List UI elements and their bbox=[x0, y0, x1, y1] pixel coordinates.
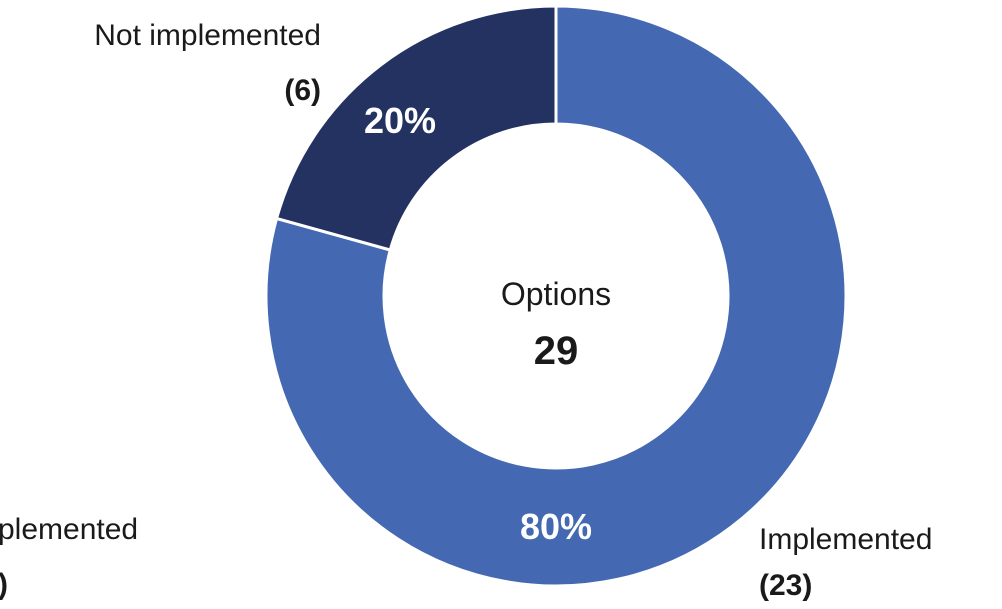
category-count-implemented: (23) bbox=[759, 569, 812, 602]
donut-slices bbox=[264, 4, 848, 588]
donut-slice-implemented bbox=[264, 4, 848, 588]
category-count-not-implemented: (6) bbox=[284, 74, 321, 107]
center-label: Options bbox=[501, 276, 611, 312]
center-value: 29 bbox=[534, 329, 579, 373]
slice-percent-not-implemented: 20% bbox=[364, 100, 436, 141]
category-label-not-implemented: Not implemented bbox=[94, 19, 321, 52]
donut-slice-not-implemented bbox=[274, 4, 558, 252]
category-label-partial: plemented bbox=[0, 513, 138, 546]
category-count-partial: ) bbox=[0, 568, 8, 601]
slice-percent-implemented: 80% bbox=[520, 506, 592, 547]
category-label-implemented: Implemented bbox=[759, 523, 932, 556]
